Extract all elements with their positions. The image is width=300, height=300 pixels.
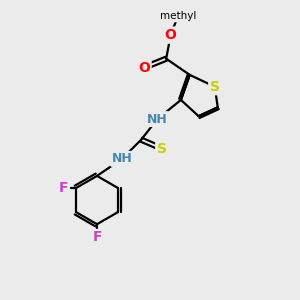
Text: S: S	[210, 80, 220, 94]
Text: O: O	[165, 28, 176, 42]
Text: NH: NH	[112, 152, 132, 165]
Text: NH: NH	[147, 112, 168, 126]
Text: methyl: methyl	[160, 11, 196, 21]
Text: O: O	[138, 61, 150, 75]
Text: S: S	[157, 142, 167, 155]
Text: F: F	[92, 230, 102, 244]
Text: F: F	[59, 181, 68, 195]
